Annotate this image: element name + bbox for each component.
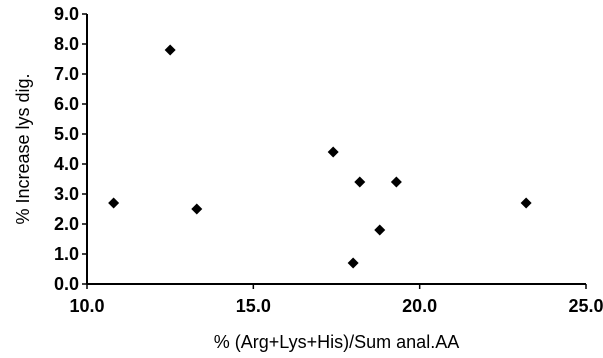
y-tick-label: 7.0 bbox=[54, 64, 79, 84]
y-tick-label: 1.0 bbox=[54, 244, 79, 264]
data-point bbox=[191, 203, 203, 215]
y-tick-label: 4.0 bbox=[54, 154, 79, 174]
data-point bbox=[164, 44, 176, 56]
data-points bbox=[108, 44, 532, 269]
y-tick-label: 5.0 bbox=[54, 124, 79, 144]
y-axis-ticks: 0.0 1.0 2.0 3.0 4.0 5.0 6.0 7.0 8.0 9.0 bbox=[54, 4, 87, 294]
x-tick-label: 20.0 bbox=[402, 296, 437, 316]
x-tick-label: 25.0 bbox=[568, 296, 603, 316]
y-tick-label: 9.0 bbox=[54, 4, 79, 24]
y-tick-label: 3.0 bbox=[54, 184, 79, 204]
data-point bbox=[347, 257, 359, 269]
data-point bbox=[327, 146, 339, 158]
x-axis-label: % (Arg+Lys+His)/Sum anal.AA bbox=[214, 332, 459, 352]
x-tick-label: 10.0 bbox=[69, 296, 104, 316]
y-tick-label: 6.0 bbox=[54, 94, 79, 114]
y-tick-label: 8.0 bbox=[54, 34, 79, 54]
data-point bbox=[374, 224, 386, 236]
data-point bbox=[390, 176, 402, 188]
data-point bbox=[354, 176, 366, 188]
y-tick-label: 0.0 bbox=[54, 274, 79, 294]
x-tick-label: 15.0 bbox=[236, 296, 271, 316]
y-axis-label: % Increase lys dig. bbox=[13, 73, 33, 224]
data-point bbox=[520, 197, 532, 209]
x-axis-ticks: 10.0 15.0 20.0 25.0 bbox=[69, 284, 603, 316]
y-tick-label: 2.0 bbox=[54, 214, 79, 234]
data-point bbox=[108, 197, 120, 209]
